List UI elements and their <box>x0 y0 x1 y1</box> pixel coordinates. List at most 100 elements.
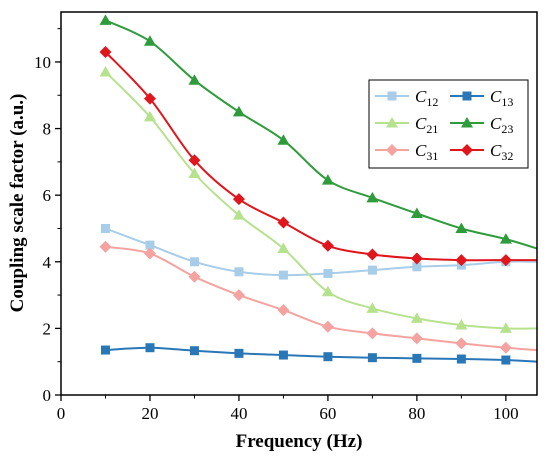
x-axis-label: Frequency (Hz) <box>236 431 363 452</box>
y-tick-label: 2 <box>43 319 52 338</box>
legend-marker <box>461 144 473 156</box>
data-point-c12 <box>323 268 333 278</box>
data-point-c21 <box>321 285 334 297</box>
data-point-c21 <box>99 65 112 77</box>
legend-label: C32 <box>490 141 513 163</box>
data-point-c23 <box>366 191 379 203</box>
series-c23 <box>99 14 538 250</box>
y-axis-label: Coupling scale factor (a.u.) <box>7 94 28 313</box>
x-tick-label: 60 <box>319 404 336 423</box>
data-point-c13 <box>323 352 333 362</box>
data-point-c21 <box>143 110 156 122</box>
data-point-c32 <box>232 193 245 206</box>
data-point-c13 <box>501 355 511 365</box>
data-point-c31 <box>321 320 334 333</box>
data-point-c23 <box>499 233 512 244</box>
y-tick-label: 8 <box>43 120 52 139</box>
data-point-c23 <box>277 134 290 145</box>
legend-label: C23 <box>490 114 513 136</box>
series-line-c31 <box>105 245 538 351</box>
data-point-c12 <box>412 262 422 272</box>
legend-label: C13 <box>490 87 513 109</box>
data-point-c31 <box>455 337 468 350</box>
legend-entry-c12: C12 <box>375 87 438 109</box>
y-tick-label: 10 <box>34 53 51 72</box>
x-tick-label: 40 <box>230 404 247 423</box>
legend-label: C21 <box>415 114 438 136</box>
plot-frame <box>60 11 538 396</box>
data-point-c13 <box>145 343 155 353</box>
data-point-c32 <box>321 239 334 252</box>
data-point-c23 <box>188 74 201 85</box>
data-point-c32 <box>499 254 512 267</box>
data-point-c32 <box>455 254 468 267</box>
data-point-c31 <box>499 341 512 354</box>
data-point-c32 <box>410 252 423 265</box>
data-point-c12 <box>234 267 244 277</box>
data-point-c32 <box>277 216 290 229</box>
series-c31 <box>99 240 538 354</box>
legend-label: C12 <box>415 87 438 109</box>
x-axis: 0 20 40 60 80 100 <box>57 395 519 423</box>
data-point-c13 <box>456 354 466 364</box>
data-point-c12 <box>100 223 110 233</box>
data-point-c12 <box>189 257 199 267</box>
legend-entry-c23: C23 <box>450 114 513 136</box>
data-point-c13 <box>100 345 110 355</box>
y-tick-label: 6 <box>43 186 52 205</box>
x-tick-label: 100 <box>493 404 519 423</box>
series-layer <box>99 14 538 365</box>
legend: C12 C13 C21 C23 C31 C32 <box>368 79 529 169</box>
series-line-c13 <box>105 346 538 363</box>
legend-marker <box>387 91 397 101</box>
data-point-c13 <box>234 348 244 358</box>
x-tick-label: 0 <box>57 404 66 423</box>
legend-marker <box>386 144 398 156</box>
data-point-c23 <box>410 207 423 218</box>
data-point-c13 <box>189 346 199 356</box>
legend-entry-c13: C13 <box>450 87 513 109</box>
data-point-c31 <box>188 270 201 283</box>
data-point-c31 <box>143 247 156 260</box>
data-point-c13 <box>367 353 377 363</box>
series-c32 <box>99 45 537 267</box>
data-point-c13 <box>412 353 422 363</box>
legend-label: C31 <box>415 141 438 163</box>
data-point-c31 <box>366 327 379 340</box>
x-tick-label: 20 <box>141 404 158 423</box>
data-point-c32 <box>143 92 156 105</box>
series-c21 <box>99 65 538 333</box>
data-point-c21 <box>188 167 201 179</box>
legend-entry-c21: C21 <box>375 114 438 136</box>
x-tick-label: 80 <box>408 404 425 423</box>
data-point-c21 <box>499 322 512 333</box>
data-point-c21 <box>277 242 290 253</box>
data-point-c12 <box>145 240 155 250</box>
data-point-c32 <box>366 248 379 261</box>
data-point-c31 <box>277 304 290 317</box>
data-point-c23 <box>321 174 334 185</box>
data-point-c23 <box>99 14 112 25</box>
legend-marker <box>461 117 473 128</box>
data-point-c23 <box>455 222 468 233</box>
y-axis: 0 2 4 6 8 10 <box>34 28 61 405</box>
data-point-c31 <box>410 332 423 345</box>
legend-entry-c31: C31 <box>375 141 438 163</box>
data-point-c21 <box>232 209 245 220</box>
data-point-c21 <box>455 319 468 330</box>
data-point-c23 <box>143 35 156 46</box>
series-line-c12 <box>105 227 538 277</box>
data-point-c32 <box>188 154 201 167</box>
y-tick-label: 4 <box>43 253 52 272</box>
data-point-c21 <box>366 302 379 313</box>
data-point-c12 <box>367 265 377 275</box>
data-point-c12 <box>278 270 288 280</box>
legend-marker <box>462 91 472 101</box>
data-point-c32 <box>99 45 112 58</box>
data-point-c23 <box>232 105 245 117</box>
data-point-c21 <box>410 312 423 323</box>
legend-entry-c32: C32 <box>450 141 513 163</box>
series-c13 <box>100 343 538 365</box>
legend-marker <box>386 117 398 128</box>
